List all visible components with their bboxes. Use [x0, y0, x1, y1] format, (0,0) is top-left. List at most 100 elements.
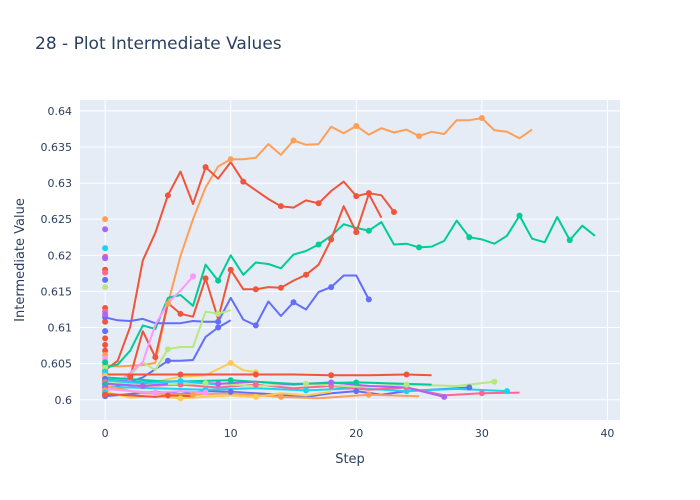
series-point	[328, 284, 335, 291]
series-point	[177, 371, 184, 378]
series-point	[491, 378, 498, 385]
y-tick-label: 0.61	[48, 322, 73, 335]
series-point	[164, 346, 171, 353]
chart-title: 28 - Plot Intermediate Values	[35, 34, 282, 54]
series-point	[277, 393, 284, 400]
x-tick-label: 30	[475, 427, 489, 440]
series-line	[104, 161, 395, 372]
start-point	[102, 391, 109, 398]
series-point	[277, 203, 284, 210]
series-point	[390, 208, 397, 215]
series-point	[177, 377, 184, 384]
series-point	[202, 380, 209, 387]
series-point	[190, 391, 197, 398]
y-tick-label: 0.6	[55, 394, 73, 407]
series-line	[104, 117, 533, 368]
series-point	[202, 389, 209, 396]
series-line	[105, 379, 219, 386]
y-tick-label: 0.63	[48, 177, 73, 190]
y-tick-label: 0.615	[41, 285, 73, 298]
series-point	[252, 286, 259, 293]
series-point	[303, 380, 310, 387]
series-line	[104, 382, 168, 387]
start-point	[102, 284, 109, 291]
series-point	[215, 277, 222, 284]
series-point	[177, 310, 184, 317]
x-tick-label: 10	[224, 427, 238, 440]
start-point	[102, 269, 109, 276]
start-point	[102, 226, 109, 233]
series-point	[252, 381, 259, 388]
start-point	[102, 368, 109, 375]
series-line	[104, 274, 370, 327]
series-point	[164, 300, 171, 307]
series-point	[328, 236, 335, 243]
series-point	[277, 284, 284, 291]
series-point	[177, 395, 184, 402]
series-point	[478, 390, 485, 397]
start-point	[102, 341, 109, 348]
start-point	[102, 216, 109, 223]
series-point	[416, 133, 423, 140]
series-point	[478, 115, 485, 122]
series-point	[353, 229, 360, 236]
series-point	[403, 371, 410, 378]
series-point	[466, 384, 473, 391]
start-point	[102, 255, 109, 262]
series-point	[416, 244, 423, 251]
start-point	[102, 335, 109, 342]
series-point	[164, 357, 171, 364]
series-point	[353, 193, 360, 200]
series-line	[104, 214, 596, 369]
start-point	[102, 276, 109, 283]
series-point	[215, 380, 222, 387]
series-point	[190, 273, 197, 280]
start-point	[102, 311, 109, 318]
start-point	[102, 359, 109, 366]
gridlines	[80, 100, 620, 420]
series-point	[353, 379, 360, 386]
plot-background	[80, 100, 620, 420]
series-point	[303, 271, 310, 278]
y-tick-label: 0.605	[41, 358, 73, 371]
series-line	[105, 376, 432, 386]
series-point	[152, 389, 159, 396]
tick-labels: 0 10 20 30 40 0.6 0.605 0.61 0.615 0.62 0.625 0.63 0…	[41, 105, 615, 440]
y-tick-label: 0.625	[41, 213, 73, 226]
series-markers	[102, 115, 573, 402]
series-point	[227, 377, 234, 384]
series-point	[227, 266, 234, 273]
series-point	[252, 393, 259, 400]
series-point	[365, 227, 372, 234]
start-point	[102, 347, 109, 354]
series-point	[365, 190, 372, 197]
series-point	[227, 156, 234, 163]
series-point	[566, 237, 573, 244]
y-tick-label: 0.64	[48, 105, 73, 118]
x-tick-label: 20	[349, 427, 363, 440]
start-point	[102, 318, 109, 325]
series-point	[240, 178, 247, 185]
series-line	[104, 309, 231, 392]
series-point	[215, 318, 222, 325]
x-tick-label: 0	[102, 427, 109, 440]
series-point	[227, 359, 234, 366]
series-point	[466, 234, 473, 241]
series-point	[139, 383, 146, 390]
series-point	[441, 393, 448, 400]
series-point	[164, 392, 171, 399]
series-point	[290, 299, 297, 306]
series-point	[328, 379, 335, 386]
series-point	[202, 164, 209, 171]
series-point	[227, 388, 234, 395]
x-axis-label: Step	[335, 452, 365, 467]
series-point	[152, 354, 159, 361]
series-point	[365, 391, 372, 398]
series-point	[252, 322, 259, 329]
y-tick-label: 0.62	[48, 249, 73, 262]
series-point	[516, 212, 523, 219]
series-point	[164, 192, 171, 199]
series-line	[105, 373, 432, 377]
